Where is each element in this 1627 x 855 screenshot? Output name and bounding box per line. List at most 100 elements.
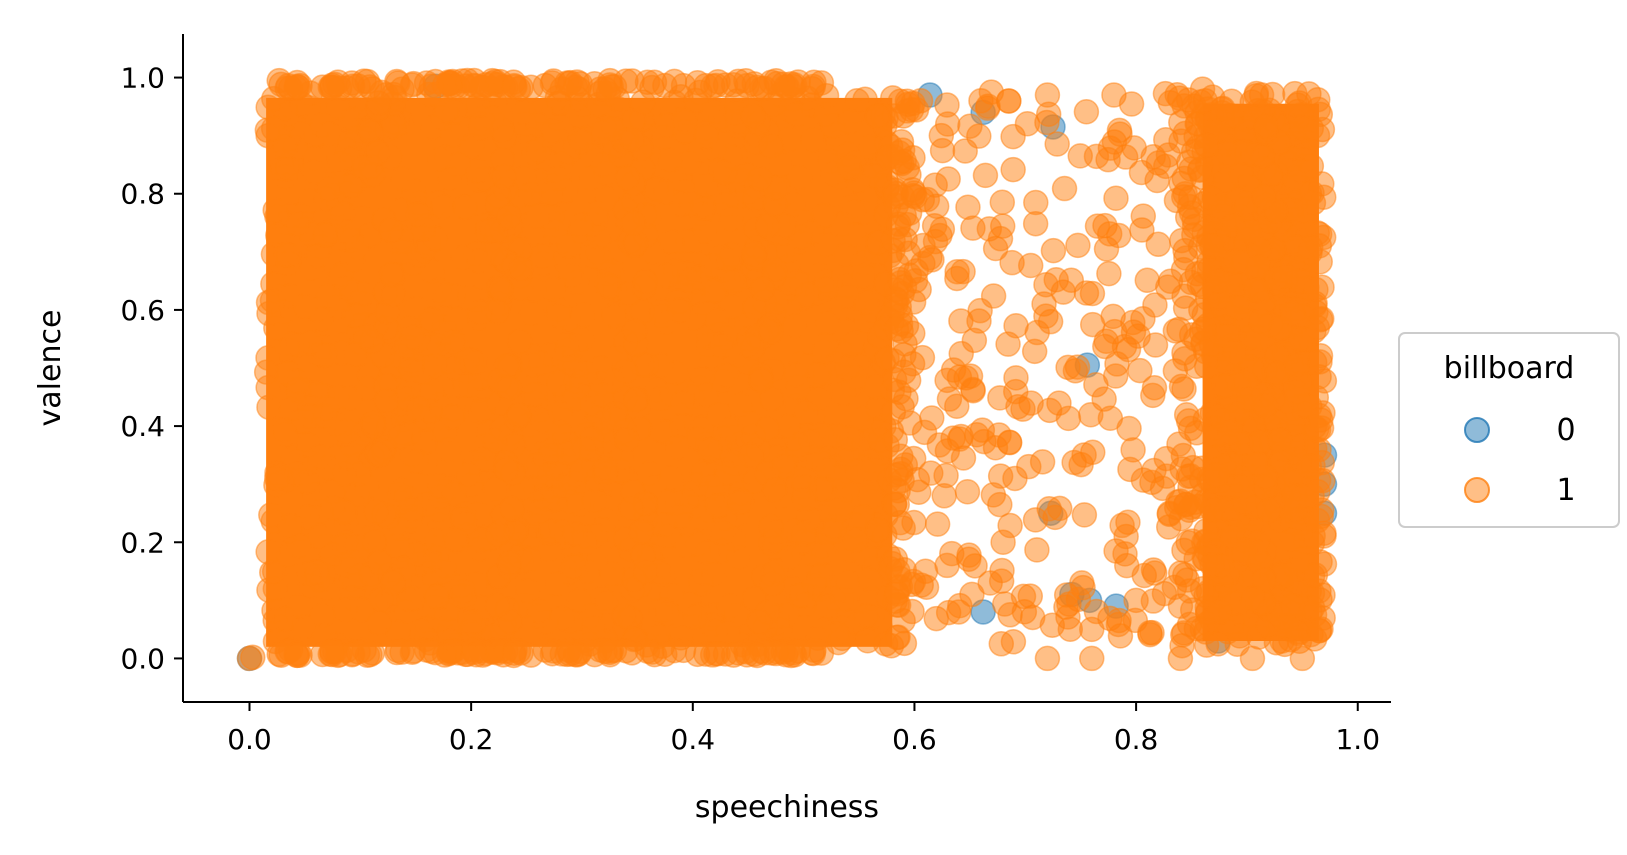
data-point-billboard-1 xyxy=(1101,82,1127,108)
data-point-billboard-1 xyxy=(889,137,916,163)
data-point-billboard-1 xyxy=(319,72,345,99)
data-point-billboard-1 xyxy=(593,271,620,297)
data-point-billboard-1 xyxy=(564,642,590,668)
data-point-billboard-1 xyxy=(693,124,720,150)
data-point-billboard-1 xyxy=(345,73,371,99)
data-point-billboard-1 xyxy=(526,597,552,624)
data-point-billboard-1 xyxy=(1300,190,1327,216)
data-point-billboard-1 xyxy=(1245,253,1271,280)
data-point-billboard-1 xyxy=(1309,305,1335,332)
data-point-billboard-1 xyxy=(1207,193,1233,220)
data-point-billboard-1 xyxy=(786,164,813,191)
x-tick-label: 0.8 xyxy=(1114,723,1159,756)
data-point-billboard-1 xyxy=(482,476,509,502)
data-point-billboard-1 xyxy=(599,561,625,587)
data-point-billboard-1 xyxy=(312,221,338,248)
data-point-billboard-1 xyxy=(496,203,522,230)
data-point-billboard-1 xyxy=(952,138,978,164)
data-point-billboard-1 xyxy=(515,578,541,604)
data-point-billboard-1 xyxy=(405,395,432,422)
data-point-billboard-1 xyxy=(568,129,595,156)
data-point-billboard-1 xyxy=(465,158,491,184)
y-axis-label: valence xyxy=(33,310,68,427)
data-point-billboard-1 xyxy=(754,415,781,442)
data-point-billboard-1 xyxy=(933,462,959,489)
data-point-billboard-1 xyxy=(853,290,880,316)
data-point-billboard-1 xyxy=(1284,379,1311,405)
data-point-billboard-1 xyxy=(316,120,342,147)
data-point-billboard-1 xyxy=(601,116,627,142)
data-point-billboard-1 xyxy=(1279,527,1305,553)
data-point-billboard-1 xyxy=(613,427,640,453)
data-point-billboard-1 xyxy=(1168,109,1194,136)
data-point-billboard-1 xyxy=(1034,82,1061,108)
data-point-billboard-1 xyxy=(1303,276,1329,303)
data-point-billboard-1 xyxy=(1024,537,1050,563)
data-point-billboard-1 xyxy=(1083,371,1109,398)
data-point-billboard-1 xyxy=(1103,185,1129,212)
data-point-billboard-1 xyxy=(580,615,607,641)
data-point-billboard-1 xyxy=(806,564,832,590)
data-point-billboard-1 xyxy=(1037,308,1064,335)
data-point-billboard-1 xyxy=(881,491,908,518)
data-point-billboard-1 xyxy=(692,218,718,244)
data-point-billboard-1 xyxy=(501,72,527,99)
data-point-billboard-1 xyxy=(850,262,877,289)
data-point-billboard-1 xyxy=(557,262,584,289)
data-point-billboard-1 xyxy=(568,211,595,238)
plot-area xyxy=(236,67,1338,672)
data-point-billboard-1 xyxy=(240,644,266,671)
data-point-billboard-1 xyxy=(830,380,857,407)
data-point-billboard-1 xyxy=(260,115,287,142)
data-point-billboard-1 xyxy=(801,637,827,663)
data-point-billboard-1 xyxy=(390,166,416,192)
data-point-billboard-1 xyxy=(344,234,371,260)
data-point-billboard-1 xyxy=(704,307,730,333)
legend-entries: 01 xyxy=(1464,413,1576,508)
data-point-billboard-1 xyxy=(1231,537,1258,563)
y-tick-label: 0.8 xyxy=(120,178,165,211)
data-point-billboard-1 xyxy=(1062,358,1089,384)
data-point-billboard-1 xyxy=(854,628,881,654)
data-point-billboard-1 xyxy=(823,422,850,449)
data-point-billboard-1 xyxy=(356,117,383,144)
data-point-billboard-1 xyxy=(588,382,615,408)
data-point-billboard-1 xyxy=(770,454,797,480)
data-point-billboard-1 xyxy=(1221,339,1248,366)
data-point-billboard-1 xyxy=(989,189,1016,215)
data-point-billboard-1 xyxy=(940,425,966,451)
data-point-billboard-1 xyxy=(715,246,741,273)
data-point-billboard-1 xyxy=(1053,594,1079,620)
data-point-billboard-1 xyxy=(564,69,590,95)
data-point-billboard-1 xyxy=(545,302,571,329)
data-point-billboard-1 xyxy=(467,527,494,554)
data-point-billboard-1 xyxy=(865,517,891,543)
x-tick-label: 0.2 xyxy=(449,723,494,756)
data-point-billboard-1 xyxy=(507,256,534,282)
data-point-billboard-1 xyxy=(430,194,456,220)
data-point-billboard-1 xyxy=(972,162,999,189)
data-point-billboard-1 xyxy=(493,456,520,483)
data-point-billboard-1 xyxy=(881,366,908,393)
data-point-billboard-1 xyxy=(540,118,567,144)
data-point-billboard-1 xyxy=(714,460,740,486)
x-tick-label: 1.0 xyxy=(1335,723,1380,756)
data-point-billboard-1 xyxy=(506,328,533,355)
data-point-billboard-1 xyxy=(467,299,494,326)
data-point-billboard-1 xyxy=(390,239,417,265)
data-point-billboard-1 xyxy=(1306,617,1333,644)
legend-title: billboard xyxy=(1444,351,1575,386)
data-point-billboard-1 xyxy=(1273,613,1299,640)
data-point-billboard-1 xyxy=(1170,256,1197,283)
data-point-billboard-1 xyxy=(482,427,508,454)
data-point-billboard-1 xyxy=(878,633,905,659)
data-point-billboard-1 xyxy=(1145,150,1172,176)
data-point-billboard-1 xyxy=(546,419,572,445)
data-point-billboard-1 xyxy=(716,593,743,619)
data-point-billboard-1 xyxy=(885,558,911,585)
data-point-billboard-1 xyxy=(496,550,523,576)
data-point-billboard-1 xyxy=(1092,212,1118,239)
data-point-billboard-1 xyxy=(1092,333,1118,360)
data-point-billboard-1 xyxy=(346,562,373,589)
data-point-billboard-1 xyxy=(457,609,483,635)
